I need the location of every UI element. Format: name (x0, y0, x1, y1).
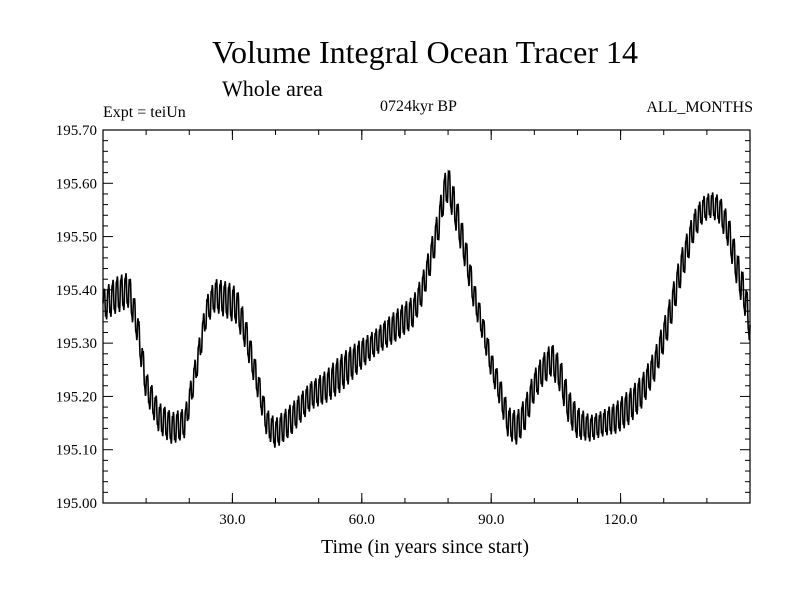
x-tick-label: 60.0 (349, 512, 375, 528)
y-tick-label: 195.40 (56, 283, 97, 299)
x-axis-label: Time (in years since start) (320, 536, 530, 558)
y-tick-label: 195.10 (56, 443, 97, 459)
x-tick-label: 120.0 (604, 512, 638, 528)
y-tick-label: 195.60 (56, 176, 97, 192)
chart-title: Volume Integral Ocean Tracer 14 (212, 34, 638, 70)
y-tick-label: 195.70 (56, 123, 97, 139)
period-label: 0724kyr BP (380, 98, 457, 115)
chart-subtitle: Whole area (222, 76, 323, 101)
x-tick-label: 30.0 (219, 512, 245, 528)
months-label: ALL_MONTHS (646, 99, 753, 116)
y-tick-label: 195.50 (56, 230, 97, 246)
x-tick-label: 90.0 (478, 512, 504, 528)
y-tick-label: 195.00 (56, 496, 97, 512)
y-tick-label: 195.30 (56, 336, 97, 352)
experiment-label: Expt = teiUn (103, 104, 186, 121)
y-tick-label: 195.20 (56, 389, 97, 405)
plot-frame (102, 129, 751, 504)
series-line (102, 169, 751, 448)
